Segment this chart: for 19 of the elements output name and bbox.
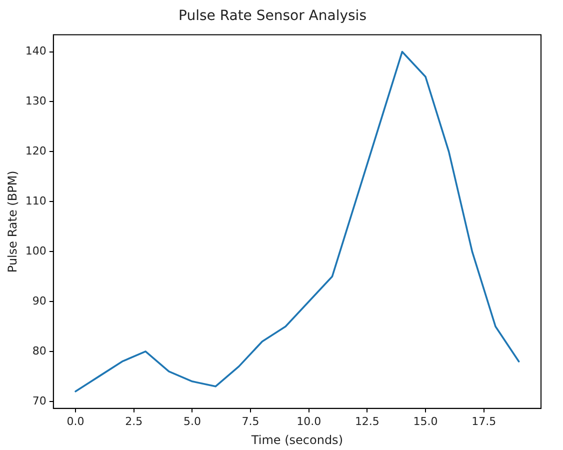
y-tick-label: 100 [25,244,46,258]
y-tick-label: 70 [32,394,46,408]
x-tick-label: 12.5 [354,414,380,428]
y-tick-label: 120 [25,144,46,158]
x-tick-label: 0.0 [66,414,84,428]
x-tick-label: 2.5 [125,414,143,428]
x-tick-label: 7.5 [242,414,260,428]
chart-title: Pulse Rate Sensor Analysis [178,8,366,24]
y-tick-label: 130 [25,94,46,108]
y-tick-label: 110 [25,194,46,208]
y-tick-label: 90 [32,294,46,308]
x-tick-label: 5.0 [183,414,201,428]
x-tick-label: 15.0 [413,414,438,428]
x-axis-title: Time (seconds) [250,432,343,447]
y-tick-label: 80 [32,344,46,358]
y-axis-title: Pulse Rate (BPM) [5,170,20,273]
x-tick-label: 10.0 [296,414,322,428]
x-tick-label: 17.5 [472,414,496,428]
y-tick-label: 140 [25,44,46,58]
